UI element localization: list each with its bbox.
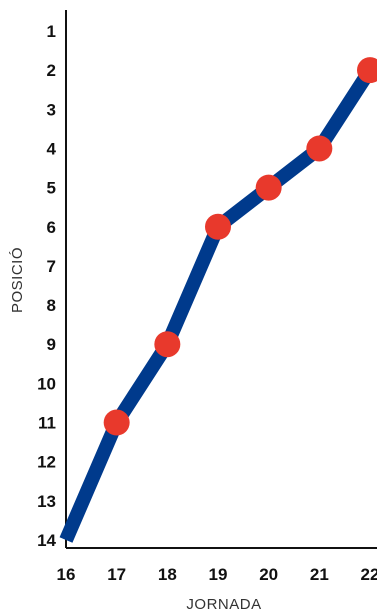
data-point-marker (357, 57, 377, 84)
x-tick-label: 19 (209, 565, 228, 584)
y-tick-label: 5 (47, 179, 56, 198)
data-point-marker (255, 174, 282, 201)
y-tick-label: 3 (47, 100, 56, 119)
data-point-marker (306, 135, 333, 162)
y-tick-label: 13 (37, 492, 56, 511)
x-tick-label: 20 (259, 565, 278, 584)
x-tick-label: 16 (57, 565, 76, 584)
y-tick-label: 6 (47, 218, 56, 237)
y-tick-label: 14 (37, 531, 56, 550)
x-axis-title: JORNADA (186, 596, 261, 612)
y-tick-label: 9 (47, 335, 56, 354)
y-tick-label: 7 (47, 257, 56, 276)
y-tick-label: 2 (47, 61, 56, 80)
x-tick-label: 22 (361, 565, 377, 584)
x-tick-labels: 16 17 18 19 20 21 22 (57, 565, 377, 584)
y-tick-label: 1 (47, 22, 56, 41)
data-point-marker (103, 409, 130, 436)
data-point-marker (154, 331, 181, 358)
x-tick-label: 21 (310, 565, 329, 584)
y-tick-label: 11 (38, 414, 56, 433)
y-axis-title: POSICIÓ (9, 247, 26, 313)
y-tick-label: 12 (37, 453, 56, 472)
y-tick-label: 8 (47, 296, 56, 315)
series-group (59, 57, 377, 543)
y-tick-label: 4 (47, 139, 57, 158)
y-tick-label: 10 (37, 374, 56, 393)
x-tick-label: 17 (107, 565, 126, 584)
data-point-marker (205, 213, 231, 240)
x-tick-label: 18 (158, 565, 177, 584)
